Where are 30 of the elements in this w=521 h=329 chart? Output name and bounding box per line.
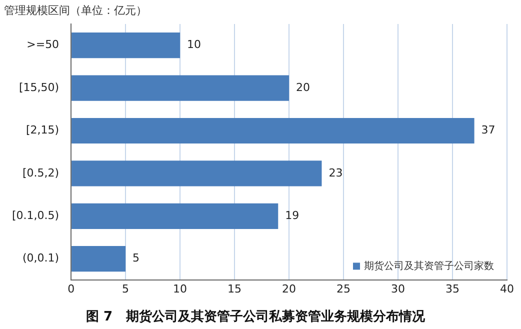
data-label: 23 <box>328 166 343 180</box>
data-label: 19 <box>285 209 300 222</box>
y-tick-label: [0.1,0.5) <box>12 209 60 222</box>
bar <box>72 32 180 58</box>
legend-label: 期货公司及其资管子公司家数 <box>364 260 494 272</box>
y-tick-label: [2,15) <box>26 124 60 137</box>
data-label: 5 <box>132 252 140 265</box>
x-tick-label: 10 <box>173 282 188 296</box>
bar <box>72 118 474 144</box>
y-tick-label: (0,0.1) <box>22 252 60 265</box>
data-label: 10 <box>187 38 202 52</box>
x-tick-label: 20 <box>282 282 296 296</box>
y-axis-title: 管理规模区间（单位：亿元） <box>4 4 147 17</box>
x-tick-label: 40 <box>500 282 514 296</box>
bar <box>72 246 126 272</box>
text: 图 7 期货公司及其资管子公司私募资管业务规模分布情况 <box>86 308 426 325</box>
x-tick-label: 30 <box>391 282 406 296</box>
x-tick-label: 5 <box>122 282 130 296</box>
x-tick-label: 25 <box>336 282 351 296</box>
data-label: 37 <box>481 124 496 137</box>
bar <box>72 203 278 229</box>
x-tick-label: 0 <box>68 282 75 296</box>
y-tick-label: [15,50) <box>18 80 60 94</box>
y-tick-label: >=50 <box>26 38 60 52</box>
x-tick-label: 35 <box>446 282 460 296</box>
x-tick-label: 15 <box>228 282 242 296</box>
y-tick-label: [0.5,2) <box>22 166 60 180</box>
data-label: 20 <box>296 80 310 94</box>
bar <box>72 75 290 101</box>
bar <box>72 160 322 186</box>
